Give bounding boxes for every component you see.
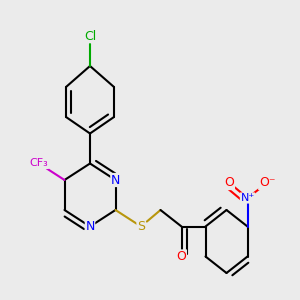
Text: O: O [225,176,234,190]
Text: S: S [137,220,145,233]
Text: N: N [111,173,120,187]
Text: O: O [177,250,186,263]
Text: CF₃: CF₃ [30,158,48,169]
Text: N⁺: N⁺ [240,193,255,203]
Text: Cl: Cl [84,29,96,43]
Text: O⁻: O⁻ [259,176,275,190]
Text: N: N [85,220,95,233]
